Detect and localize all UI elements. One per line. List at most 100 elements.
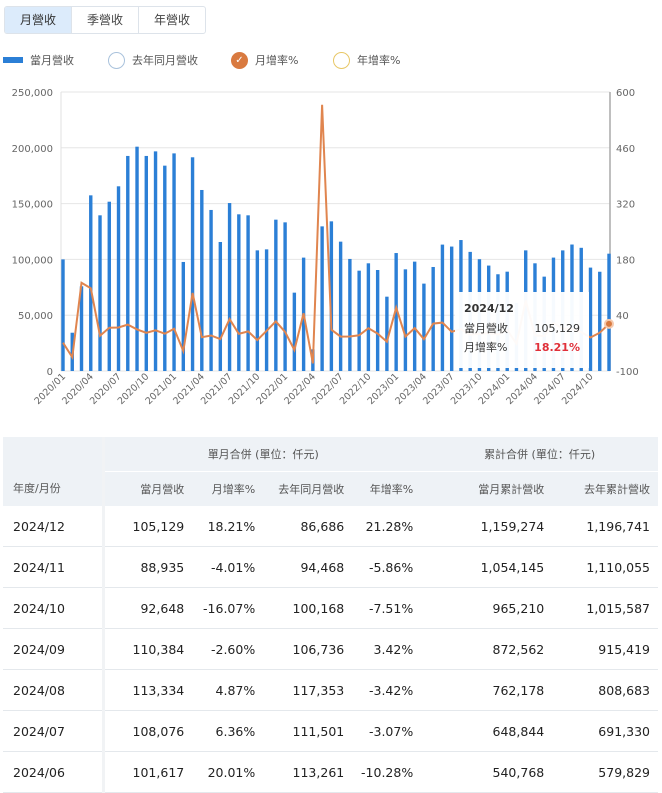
table-cell: 21.28% — [352, 506, 422, 547]
revenue-bar — [227, 203, 232, 371]
revenue-bar — [246, 215, 250, 371]
revenue-bar — [283, 222, 287, 371]
table-cell: 6.36% — [192, 710, 264, 752]
tooltip-title: 2024/12 — [464, 302, 514, 315]
revenue-bar — [135, 146, 139, 371]
revenue-bar — [89, 195, 93, 371]
revenue-bar — [255, 250, 260, 371]
left-axis-tick-label: 250,000 — [12, 88, 53, 99]
column-header: 月增率% — [192, 471, 264, 506]
table-cell: -2.60% — [192, 628, 264, 670]
left-axis-tick-label: 150,000 — [12, 200, 53, 211]
tab-annual-revenue[interactable]: 年營收 — [153, 13, 190, 27]
revenue-bar — [385, 296, 389, 371]
left-axis-tick-label: 0 — [47, 367, 53, 378]
revenue-bar — [98, 215, 102, 371]
table-cell: 691,330 — [552, 710, 658, 752]
table-cell: 2024/08 — [3, 669, 106, 711]
table-cell: -3.07% — [352, 710, 422, 752]
revenue-chart: 0 -100 50,000 40 100,000 180 150,000 320 200,000… — [12, 88, 639, 407]
table-cell: -10.28% — [352, 751, 422, 793]
revenue-bar — [172, 153, 176, 371]
table-cell: 2024/12 — [3, 506, 106, 547]
table-cell: 2024/10 — [3, 587, 106, 629]
tooltip-row: 月增率% 18.21% — [464, 338, 580, 357]
legend-item-monthly-revenue[interactable]: 當月營收 — [3, 51, 74, 69]
revenue-bar — [348, 258, 352, 371]
table-cell: 92,648 — [103, 587, 193, 629]
table-cell: 94,468 — [263, 546, 353, 588]
table-cell: 872,562 — [421, 628, 553, 670]
table-cell: 579,829 — [552, 751, 658, 793]
table-cell: 2024/06 — [3, 751, 106, 793]
revenue-bar — [79, 286, 84, 371]
table-cell: 20.01% — [192, 751, 264, 793]
revenue-bar — [126, 155, 130, 371]
table-cell: -5.86% — [352, 546, 422, 588]
chart-tooltip: 2024/12 當月營收 105,129 月增率% 18.21% — [455, 292, 589, 368]
revenue-bar — [338, 241, 343, 371]
table-row: 2024/12 105,129 18.21% 86,686 21.28% 1,159,27… — [3, 506, 658, 547]
right-axis-tick-label: 600 — [616, 88, 635, 99]
left-axis-tick-label: 100,000 — [12, 255, 53, 266]
revenue-bar — [357, 270, 361, 371]
table-cell: 1,110,055 — [552, 546, 658, 588]
revenue-bar — [264, 249, 269, 371]
revenue-bar — [431, 266, 435, 371]
table-row: 2024/06 101,617 20.01% 113,261 -10.28% 540,76… — [3, 751, 658, 793]
table-cell: 1,196,741 — [552, 506, 658, 547]
column-header: 當月累計營收 — [421, 471, 553, 506]
bar-swatch-icon — [3, 57, 23, 63]
revenue-bar — [366, 263, 371, 371]
legend-item-mom-growth[interactable]: ✓ 月增率% — [231, 51, 298, 69]
table-cell: 113,334 — [103, 669, 193, 711]
revenue-bar — [237, 214, 241, 371]
column-header: 當月營收 — [103, 471, 193, 506]
right-axis-tick-label: -100 — [616, 367, 639, 378]
table-cell: 108,076 — [103, 710, 193, 752]
table-cell: -4.01% — [192, 546, 264, 588]
hover-point — [606, 320, 612, 327]
revenue-bar — [218, 241, 223, 371]
column-header: 去年累計營收 — [552, 471, 658, 506]
table-cell: 2024/11 — [3, 546, 106, 588]
revenue-bar — [163, 165, 167, 371]
legend-item-yoy-growth[interactable]: 年增率% — [333, 51, 400, 69]
revenue-bar — [61, 259, 65, 371]
column-header: 年增率% — [352, 471, 422, 506]
table-row: 2024/11 88,935 -4.01% 94,468 -5.86% 1,054,145… — [3, 546, 658, 588]
revenue-bar — [375, 270, 380, 371]
check-circle-icon: ✓ — [231, 51, 248, 69]
table-cell: 2024/07 — [3, 710, 106, 752]
table-cell: 86,686 — [263, 506, 353, 547]
right-axis-tick-label: 180 — [616, 255, 635, 266]
revenue-bar — [607, 253, 611, 371]
left-axis-tick-label: 50,000 — [18, 311, 53, 322]
table-cell: 88,935 — [103, 546, 193, 588]
table-cell: 3.42% — [352, 628, 422, 670]
revenue-bar — [449, 246, 454, 371]
table-cell: 4.87% — [192, 669, 264, 711]
legend-item-last-year-revenue[interactable]: 去年同月營收 — [108, 51, 198, 69]
tooltip-label: 月增率% — [464, 341, 508, 354]
tab-monthly-revenue[interactable]: 月營收 — [5, 7, 72, 33]
right-axis-tick-label: 460 — [616, 144, 635, 155]
tooltip-value: 105,129 — [534, 322, 581, 335]
table-cell: -16.07% — [192, 587, 264, 629]
tab-quarterly-revenue[interactable]: 季營收 — [72, 7, 139, 33]
group-header-monthly: 單月合併 (單位：仟元) — [103, 437, 422, 472]
tooltip-row: 當月營收 105,129 — [464, 319, 580, 338]
table-row: 2024/09 110,384 -2.60% 106,736 3.42% 872,562 9… — [3, 628, 658, 670]
revenue-bar — [320, 226, 324, 371]
column-header: 去年同月營收 — [263, 471, 353, 506]
revenue-bar — [153, 151, 158, 371]
revenue-bar — [292, 292, 297, 371]
revenue-bar — [588, 267, 593, 371]
circle-outline-icon — [108, 51, 125, 69]
revenue-bar — [107, 201, 111, 371]
table-cell: 540,768 — [421, 751, 553, 793]
revenue-bar — [329, 221, 334, 371]
table-row: 2024/08 113,334 4.87% 117,353 -3.42% 762,178 8… — [3, 669, 658, 711]
table-cell: 915,419 — [552, 628, 658, 670]
revenue-bar — [274, 219, 278, 371]
